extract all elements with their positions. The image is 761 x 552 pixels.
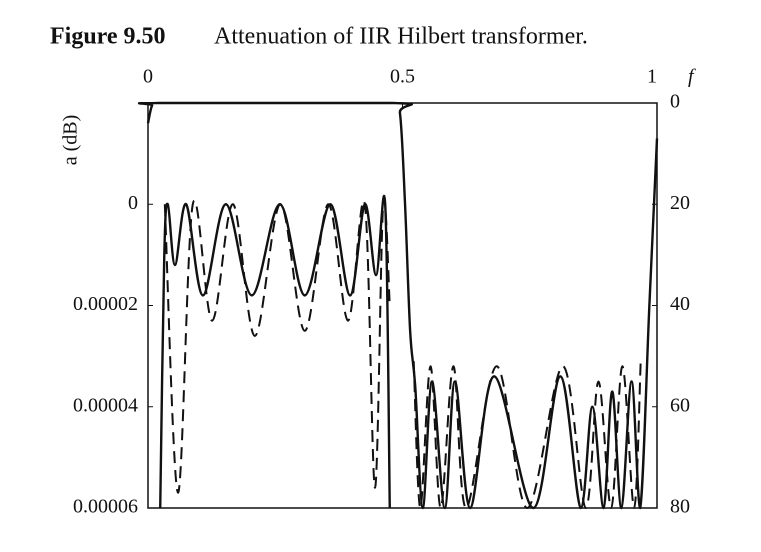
y2-tick-label: 80 xyxy=(670,496,690,518)
y-tick-label: 0 xyxy=(128,192,138,214)
y2-tick-label: 60 xyxy=(670,394,690,416)
y-tick-label: 0.00002 xyxy=(73,293,138,315)
x-tick-label: 1 xyxy=(647,66,657,88)
x-tick-label: 0.5 xyxy=(390,66,415,88)
series-line xyxy=(412,361,642,509)
series-line xyxy=(163,198,391,494)
y-tick-label: 0.00004 xyxy=(73,394,138,416)
y-axis-label: a (dB) xyxy=(60,115,82,166)
x-axis-label: f xyxy=(688,66,696,88)
y2-tick-label: 0 xyxy=(670,91,680,113)
chart-title: Attenuation of IIR Hilbert transformer. xyxy=(214,24,588,50)
y-tick-label: 0.00006 xyxy=(73,496,138,518)
series-line xyxy=(159,194,391,509)
series-line xyxy=(137,101,659,510)
y2-tick-label: 40 xyxy=(670,293,690,315)
figure-label: Figure 9.50 xyxy=(50,24,166,50)
x-tick-label: 0 xyxy=(143,66,153,88)
y2-tick-label: 20 xyxy=(670,192,690,214)
